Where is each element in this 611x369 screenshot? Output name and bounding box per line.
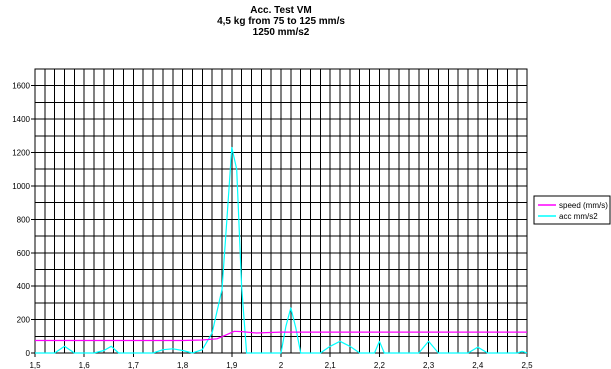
- grid: [34, 68, 528, 354]
- chart-title-line: Acc. Test VM: [250, 5, 312, 16]
- chart-title: Acc. Test VM4,5 kg from 75 to 125 mm/s12…: [217, 5, 345, 38]
- series-line-speed: [35, 330, 527, 342]
- x-tick-labels: 1,5 1,6 1,7 1,8 1,9 2 2,1 2,2 2,3 2,4 2,5: [29, 361, 533, 369]
- x-tick-label: 2,1: [325, 361, 337, 369]
- x-tick-label: 2,4: [472, 361, 484, 369]
- x-tick-label: 1,7: [128, 361, 140, 369]
- y-tick-label: 800: [17, 215, 31, 224]
- chart-title-line: 4,5 kg from 75 to 125 mm/s: [217, 16, 345, 27]
- y-tick-label: 200: [17, 316, 31, 325]
- x-tick-label: 1,5: [29, 361, 41, 369]
- x-tick-label: 2,3: [423, 361, 435, 369]
- x-tick-label: 2,2: [374, 361, 386, 369]
- y-tick-label: 1000: [12, 182, 30, 191]
- series-line-acc: [35, 146, 528, 354]
- axes: [31, 68, 528, 357]
- legend-label-acc: acc mm/s2: [559, 212, 598, 221]
- x-tick-label: 1,9: [226, 361, 238, 369]
- y-tick-label: 1200: [12, 149, 30, 158]
- legend-box: [533, 195, 611, 225]
- y-tick-label: 600: [17, 249, 31, 258]
- series: [35, 146, 528, 354]
- y-tick-labels: 0 200 400 600 800 1000 1200 1400 1600: [12, 82, 30, 358]
- y-tick-label: 1400: [12, 115, 30, 124]
- y-tick-label: 0: [26, 349, 31, 358]
- x-tick-label: 2: [279, 361, 284, 369]
- y-tick-label: 400: [17, 282, 31, 291]
- legend: speed (mm/s) acc mm/s2: [533, 195, 611, 225]
- x-tick-label: 2,5: [521, 361, 533, 369]
- y-tick-label: 1600: [12, 82, 30, 91]
- x-tick-label: 1,6: [79, 361, 91, 369]
- chart-title-line: 1250 mm/s2: [253, 27, 310, 38]
- legend-label-speed: speed (mm/s): [559, 201, 608, 210]
- x-tick-label: 1,8: [177, 361, 189, 369]
